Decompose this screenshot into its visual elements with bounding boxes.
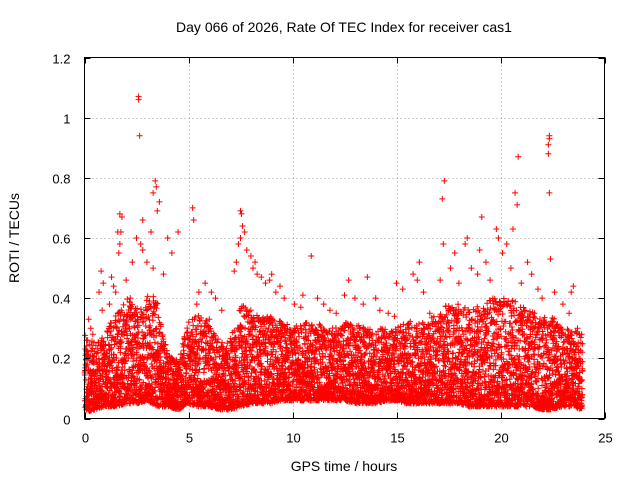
data-point [134, 335, 141, 342]
data-point [147, 383, 154, 390]
data-point [90, 360, 97, 367]
data-point [105, 390, 112, 397]
data-point [130, 355, 137, 362]
data-point [108, 320, 115, 327]
data-point [150, 308, 157, 315]
data-point [144, 340, 151, 347]
data-point [128, 352, 135, 359]
data-point [129, 301, 136, 308]
data-point [89, 345, 96, 352]
data-point [157, 321, 164, 328]
data-point [93, 350, 100, 357]
data-point [146, 339, 153, 346]
data-point [95, 355, 102, 362]
data-point [150, 373, 157, 380]
data-point [140, 359, 147, 366]
data-point [143, 297, 150, 304]
data-point [145, 367, 152, 374]
data-point [137, 384, 144, 391]
data-point [455, 301, 462, 308]
data-point [308, 321, 315, 328]
data-point [154, 300, 161, 307]
data-point [84, 361, 91, 368]
chart-title: Day 066 of 2026, Rate Of TEC Index for r… [176, 19, 512, 35]
data-point [90, 353, 97, 360]
data-point [119, 363, 126, 370]
data-point [113, 384, 120, 391]
data-point [140, 318, 147, 325]
data-point [153, 325, 160, 332]
data-point [135, 322, 142, 329]
data-point [103, 384, 110, 391]
data-point [129, 367, 136, 374]
data-point [133, 351, 140, 358]
data-point [115, 316, 122, 323]
data-point [118, 338, 125, 345]
data-point [134, 305, 141, 312]
data-point [151, 339, 158, 346]
data-point [197, 355, 204, 362]
data-point [99, 335, 106, 342]
data-point [139, 329, 146, 336]
data-point [144, 293, 151, 300]
data-point [117, 345, 124, 352]
data-point [143, 307, 150, 314]
data-point [152, 384, 159, 391]
data-point [123, 319, 130, 326]
data-points [81, 93, 586, 414]
data-point [156, 329, 163, 336]
data-point [106, 368, 113, 375]
data-point [148, 361, 155, 368]
data-point [113, 354, 120, 361]
data-point [157, 357, 164, 364]
data-point [122, 358, 129, 365]
data-point [103, 374, 110, 381]
data-point [117, 312, 124, 319]
data-point [316, 321, 323, 328]
data-point [104, 329, 111, 336]
data-point [151, 387, 158, 394]
data-point [133, 380, 140, 387]
data-point [436, 356, 443, 363]
data-point [110, 351, 117, 358]
data-point [140, 311, 147, 318]
data-point [116, 318, 123, 325]
data-point [107, 328, 114, 335]
data-point [111, 341, 118, 348]
data-point [118, 390, 125, 397]
data-point [143, 356, 150, 363]
data-point [155, 350, 162, 357]
data-point [120, 301, 127, 308]
data-point [145, 313, 152, 320]
data-point [218, 339, 225, 346]
data-point [125, 354, 132, 361]
data-point [131, 375, 138, 382]
data-point [155, 314, 162, 321]
data-point [119, 380, 126, 387]
data-point [107, 362, 114, 369]
data-point [121, 367, 128, 374]
data-point [154, 340, 161, 347]
data-point [106, 355, 113, 362]
data-point [126, 325, 133, 332]
data-point [284, 344, 291, 351]
data-point [108, 346, 115, 353]
data-point [133, 357, 140, 364]
data-point [147, 322, 154, 329]
data-point [151, 311, 158, 318]
data-point [148, 305, 155, 312]
data-point [82, 332, 89, 339]
data-point [106, 323, 113, 330]
data-point [117, 339, 124, 346]
data-point [148, 381, 155, 388]
data-point [124, 332, 131, 339]
data-point [149, 317, 156, 324]
data-point [152, 326, 159, 333]
data-point [123, 328, 130, 335]
data-point [136, 376, 143, 383]
data-point [153, 305, 160, 312]
